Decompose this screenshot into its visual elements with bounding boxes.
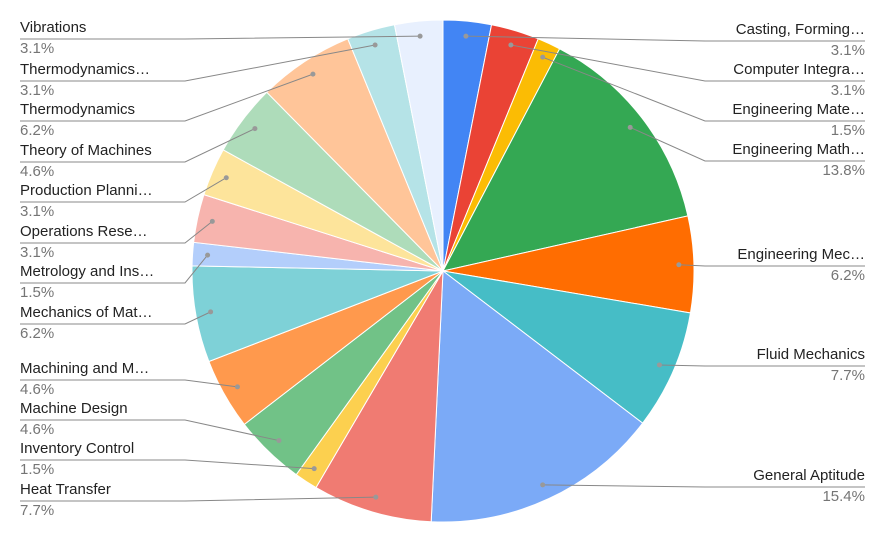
pie-slice <box>315 270 444 523</box>
leader-dot <box>676 262 682 268</box>
legend-label: Engineering Mec… <box>737 246 865 263</box>
legend-label: Engineering Mate… <box>732 101 865 118</box>
data-label: 6.2% <box>20 325 54 342</box>
legend-label: Machine Design <box>20 400 128 417</box>
pie-slice <box>442 270 692 424</box>
leader-dot <box>540 482 546 488</box>
leader-line <box>542 484 865 488</box>
data-label: 3.1% <box>831 82 865 99</box>
leader-line <box>659 364 865 367</box>
data-label: 13.8% <box>822 162 865 179</box>
leader-dot <box>209 218 215 224</box>
legend-label: Operations Rese… <box>20 223 148 240</box>
pie-slice <box>442 48 689 272</box>
legend-label: Machining and M… <box>20 360 149 377</box>
leader-dot <box>540 54 546 60</box>
data-label: 3.1% <box>20 244 54 261</box>
legend-label: Casting, Forming… <box>736 21 865 38</box>
leader-dot <box>310 71 316 77</box>
leader-dot <box>627 124 633 130</box>
leader-line <box>20 35 421 40</box>
leader-line <box>20 459 315 470</box>
leader-dot <box>276 438 282 444</box>
leader-line <box>20 128 256 163</box>
data-label: 4.6% <box>20 421 54 438</box>
leader-line <box>20 177 227 203</box>
data-label: 7.7% <box>20 502 54 519</box>
leader-line <box>629 126 865 162</box>
data-label: 6.2% <box>20 122 54 139</box>
legend-label: Theory of Machines <box>20 142 152 159</box>
leader-line <box>20 73 314 122</box>
leader-line <box>510 44 865 82</box>
leader-dot <box>508 42 514 48</box>
leader-line <box>465 35 865 42</box>
leader-line <box>678 264 865 267</box>
legend-label: Vibrations <box>20 19 86 36</box>
leader-line <box>20 220 213 244</box>
leader-dot <box>656 362 662 368</box>
pie-slice <box>430 270 644 523</box>
leader-line <box>20 419 280 442</box>
leader-dot <box>252 126 258 132</box>
leader-dot <box>205 252 211 258</box>
legend-label: Thermodynamics <box>20 101 135 118</box>
legend-label: Production Planni… <box>20 182 153 199</box>
data-label: 1.5% <box>831 122 865 139</box>
leader-dot <box>372 42 378 48</box>
leader-line <box>20 44 376 82</box>
data-label: 15.4% <box>822 488 865 505</box>
legend-label: Engineering Math… <box>732 141 865 158</box>
data-label: 3.1% <box>20 40 54 57</box>
data-label: 1.5% <box>20 461 54 478</box>
leader-dot <box>223 175 229 181</box>
legend-label: Fluid Mechanics <box>757 346 865 363</box>
leader-line <box>542 56 865 122</box>
data-label: 3.1% <box>20 82 54 99</box>
data-label: 4.6% <box>20 163 54 180</box>
leader-line <box>20 379 238 388</box>
data-label: 3.1% <box>20 203 54 220</box>
legend-label: Inventory Control <box>20 440 134 457</box>
data-label: 7.7% <box>831 367 865 384</box>
leader-dot <box>234 384 240 390</box>
data-label: 6.2% <box>831 267 865 284</box>
legend-label: General Aptitude <box>753 467 865 484</box>
data-label: 1.5% <box>20 284 54 301</box>
legend-label: Mechanics of Mat… <box>20 304 153 321</box>
leader-dot <box>311 466 317 472</box>
data-label: 3.1% <box>831 42 865 59</box>
leader-dot <box>208 309 214 315</box>
legend-label: Heat Transfer <box>20 481 111 498</box>
legend-label: Metrology and Ins… <box>20 263 154 280</box>
leader-dot <box>373 494 379 500</box>
legend-label: Computer Integra… <box>733 61 865 78</box>
leader-line <box>20 311 211 325</box>
legend-label: Thermodynamics… <box>20 61 150 78</box>
leader-dot <box>463 33 469 39</box>
leader-line <box>20 496 376 502</box>
data-label: 4.6% <box>20 381 54 398</box>
leader-dot <box>417 33 423 39</box>
leader-line <box>20 254 208 284</box>
pie-slice <box>393 19 444 272</box>
